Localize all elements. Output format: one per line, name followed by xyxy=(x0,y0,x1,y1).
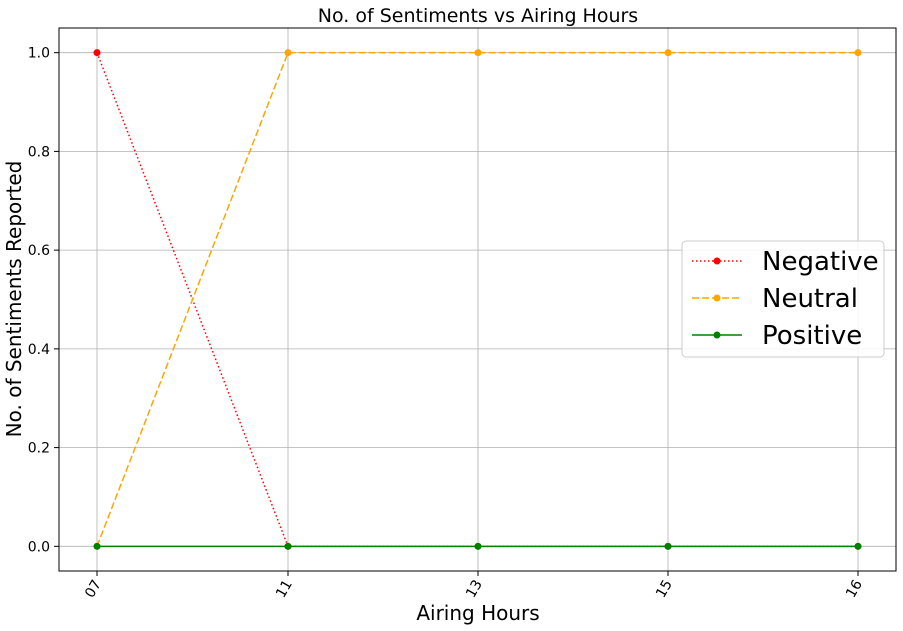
x-tick-label: 15 xyxy=(653,577,676,600)
x-tick-label: 16 xyxy=(843,577,866,601)
legend-item-negative: Negative xyxy=(692,247,879,277)
data-point xyxy=(93,542,101,550)
legend-label: Positive xyxy=(762,321,862,351)
data-point xyxy=(854,542,862,550)
data-point xyxy=(284,49,292,57)
x-axis-label: Airing Hours xyxy=(416,601,539,625)
series-layer xyxy=(93,49,862,550)
y-tick-label: 0.8 xyxy=(28,144,50,160)
y-tick-label: 0.4 xyxy=(28,342,50,358)
y-axis-label: No. of Sentiments Reported xyxy=(2,161,26,438)
data-point xyxy=(474,542,482,550)
x-tick-label: 13 xyxy=(463,577,486,600)
y-tick-label: 0.6 xyxy=(28,243,50,259)
legend-marker xyxy=(713,294,721,302)
chart-title: No. of Sentiments vs Airing Hours xyxy=(318,5,638,27)
legend-marker xyxy=(713,331,721,339)
ticks: 07 11 13 15 16 0.0 0.2 0.4 0.6 0.8 1.0 xyxy=(28,46,866,601)
data-point xyxy=(854,49,862,57)
legend: Negative Neutral Positive xyxy=(681,240,885,358)
data-point xyxy=(474,49,482,57)
x-tick-label: 11 xyxy=(273,577,296,600)
y-tick-label: 0.2 xyxy=(28,441,50,457)
data-point xyxy=(664,542,672,550)
x-tick-label: 07 xyxy=(82,577,105,600)
legend-item-positive: Positive xyxy=(692,321,862,351)
legend-label: Neutral xyxy=(762,284,858,314)
y-tick-label: 0.0 xyxy=(28,539,50,555)
y-tick-label: 1.0 xyxy=(28,46,50,62)
legend-label: Negative xyxy=(762,247,879,277)
legend-marker xyxy=(713,257,721,265)
data-point xyxy=(93,49,101,57)
legend-item-neutral: Neutral xyxy=(692,284,858,314)
legend-box xyxy=(681,240,885,358)
series-line xyxy=(96,51,858,547)
data-point xyxy=(284,542,292,550)
data-point xyxy=(664,49,672,57)
series-positive xyxy=(93,542,862,550)
